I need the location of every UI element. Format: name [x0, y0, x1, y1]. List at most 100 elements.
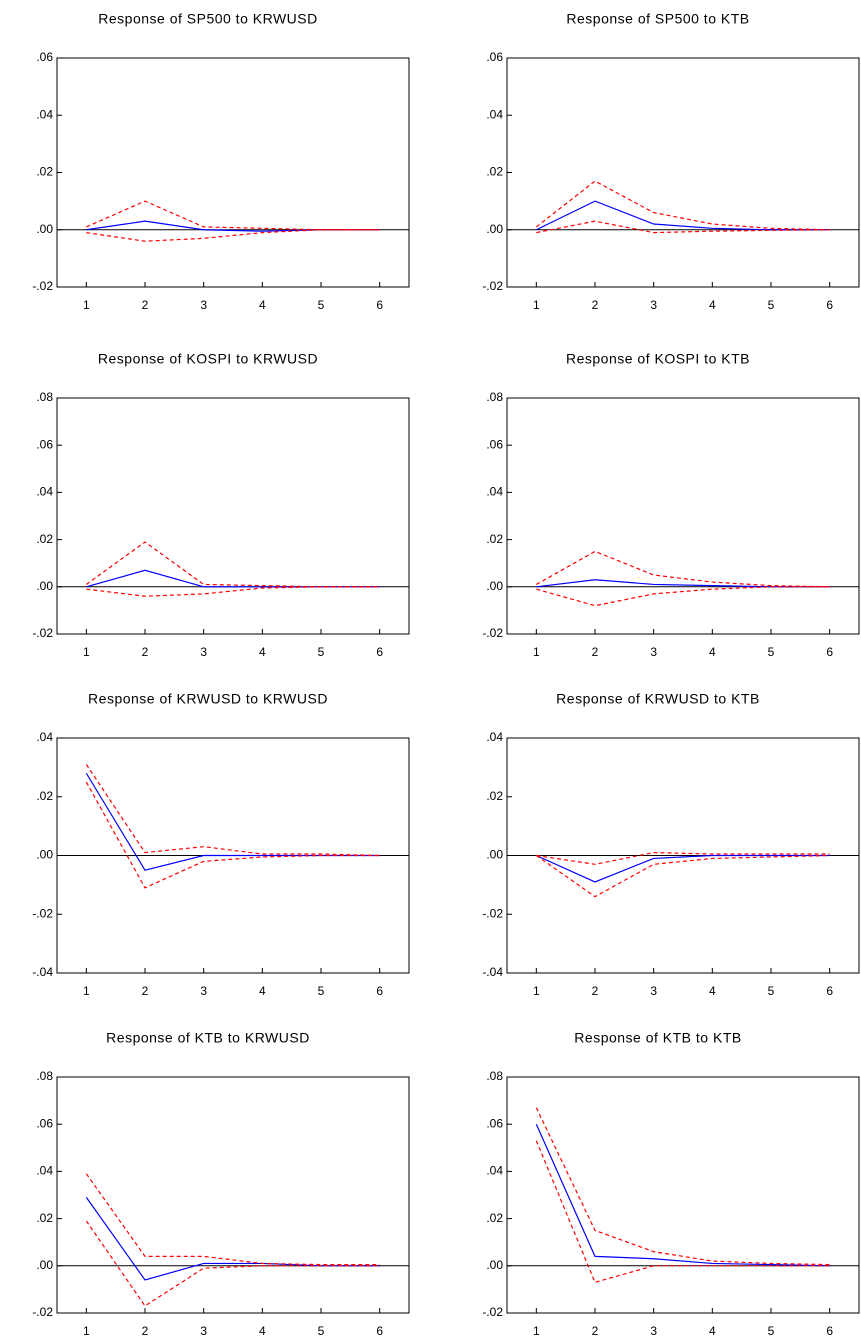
y-tick-label: .08: [486, 1069, 503, 1083]
y-tick-label: .06: [486, 1116, 503, 1130]
x-tick-label: 5: [768, 1324, 775, 1338]
x-tick-label: 6: [826, 645, 833, 659]
confidence-band: [535, 854, 830, 898]
x-tick-label: 2: [592, 298, 599, 312]
y-tick-label: .08: [36, 390, 53, 404]
confidence-band: [86, 586, 380, 597]
x-tick-label: 1: [533, 1324, 540, 1338]
chart-title: Response of SP500 to KTB: [566, 11, 749, 27]
y-tick-label: .04: [486, 1164, 503, 1178]
confidence-band: [86, 200, 380, 231]
x-tick-label: 3: [650, 645, 657, 659]
y-tick-label: .02: [486, 789, 503, 803]
y-tick-label: -.02: [482, 279, 503, 293]
y-tick-label: .02: [486, 1211, 503, 1225]
y-tick-label: .04: [486, 485, 503, 499]
chart-title: Response of KTB to KTB: [574, 1030, 741, 1046]
y-tick-label: .04: [486, 730, 503, 744]
chart-title: Response of KTB to KRWUSD: [106, 1030, 310, 1046]
x-tick-label: 6: [826, 1324, 833, 1338]
y-tick-label: -.02: [482, 906, 503, 920]
x-tick-label: 1: [533, 984, 540, 998]
y-tick-label: -.02: [32, 1305, 53, 1319]
y-tick-label: .00: [36, 222, 53, 236]
x-tick-label: 2: [592, 645, 599, 659]
response-line: [85, 1197, 380, 1281]
y-tick-label: .02: [36, 1211, 53, 1225]
x-tick-label: 2: [592, 1324, 599, 1338]
y-tick-label: .04: [486, 107, 503, 121]
x-tick-label: 5: [318, 298, 325, 312]
y-tick-label: .02: [36, 165, 53, 179]
chart-title: Response of KRWUSD to KTB: [556, 691, 760, 707]
x-tick-label: 3: [200, 298, 207, 312]
x-tick-label: 6: [826, 984, 833, 998]
confidence-band: [536, 586, 830, 607]
x-tick-label: 4: [259, 984, 266, 998]
x-tick-label: 2: [592, 984, 599, 998]
y-tick-label: .00: [36, 1258, 53, 1272]
x-tick-label: 6: [376, 645, 383, 659]
x-tick-label: 4: [259, 1324, 266, 1338]
x-tick-label: 5: [768, 298, 775, 312]
response-line: [536, 854, 830, 883]
y-tick-label: .08: [36, 1069, 53, 1083]
y-tick-label: .00: [36, 848, 53, 862]
y-tick-label: -.04: [482, 965, 503, 979]
x-tick-label: 6: [376, 984, 383, 998]
y-tick-label: .04: [36, 730, 53, 744]
x-tick-label: 5: [318, 1324, 325, 1338]
plot-frame: [506, 1076, 860, 1314]
x-tick-label: 4: [259, 298, 266, 312]
confidence-band: [85, 541, 380, 588]
y-tick-label: -.02: [32, 906, 53, 920]
plot-frame: [506, 57, 860, 288]
x-tick-label: 3: [200, 645, 207, 659]
x-tick-label: 5: [318, 645, 325, 659]
y-tick-label: .00: [486, 1258, 503, 1272]
y-tick-label: .02: [36, 789, 53, 803]
x-tick-label: 3: [200, 984, 207, 998]
y-tick-label: -.02: [482, 1305, 503, 1319]
y-tick-label: .06: [486, 50, 503, 64]
y-tick-label: .04: [36, 107, 53, 121]
confidence-band: [535, 1107, 830, 1266]
chart-title: Response of SP500 to KRWUSD: [98, 11, 317, 27]
x-tick-label: 1: [83, 645, 90, 659]
confidence-band: [536, 851, 830, 865]
x-tick-label: 4: [709, 645, 716, 659]
confidence-band: [85, 1173, 380, 1266]
x-tick-label: 5: [768, 645, 775, 659]
x-tick-label: 3: [200, 1324, 207, 1338]
y-tick-label: -.02: [32, 626, 53, 640]
y-tick-label: .00: [36, 579, 53, 593]
plot-frame: [56, 397, 410, 635]
confidence-band: [536, 550, 830, 588]
confidence-band: [85, 1220, 380, 1307]
confidence-band: [535, 1140, 830, 1284]
y-tick-label: .06: [36, 1116, 53, 1130]
x-tick-label: 4: [709, 298, 716, 312]
x-tick-label: 4: [259, 645, 266, 659]
x-tick-label: 6: [826, 298, 833, 312]
x-tick-label: 4: [709, 984, 716, 998]
y-tick-label: .02: [486, 532, 503, 546]
plot-frame: [56, 57, 410, 288]
y-tick-label: -.02: [482, 626, 503, 640]
response-line: [86, 569, 380, 588]
x-tick-label: 2: [142, 298, 149, 312]
y-tick-label: .02: [486, 165, 503, 179]
confidence-band: [536, 220, 830, 234]
x-tick-label: 1: [83, 1324, 90, 1338]
confidence-band: [85, 781, 380, 889]
y-tick-label: .00: [486, 222, 503, 236]
y-tick-label: .06: [36, 437, 53, 451]
x-tick-label: 4: [709, 1324, 716, 1338]
y-tick-label: .06: [36, 50, 53, 64]
x-tick-label: 5: [318, 984, 325, 998]
y-tick-label: .06: [486, 437, 503, 451]
y-tick-label: .04: [36, 1164, 53, 1178]
plot-frame: [506, 397, 860, 635]
y-tick-label: .08: [486, 390, 503, 404]
confidence-band: [535, 180, 830, 231]
